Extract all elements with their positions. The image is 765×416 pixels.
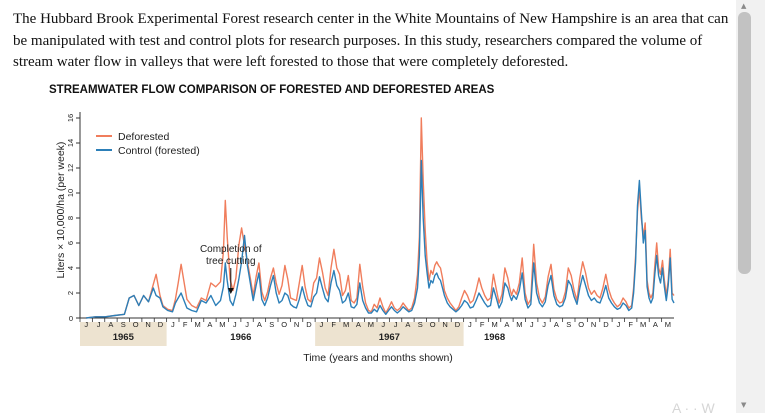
series-line-control <box>85 159 675 319</box>
month-tick-label: J <box>616 320 620 329</box>
month-tick-label: S <box>121 320 126 329</box>
year-label: 1965 <box>113 332 135 343</box>
month-tick-label: S <box>269 320 274 329</box>
chart-legend: Deforested Control (forested) <box>96 131 200 157</box>
month-tick-label: F <box>183 320 188 329</box>
year-band-1965 <box>80 322 167 346</box>
month-tick-label: O <box>430 320 436 329</box>
month-tick-label: J <box>84 320 88 329</box>
month-tick-label: D <box>158 320 164 329</box>
x-axis-label: Time (years and months shown) <box>303 352 453 364</box>
month-tick-label: N <box>145 320 150 329</box>
chart-title: STREAMWATER FLOW COMPARISON OF FORESTED … <box>49 84 495 96</box>
year-label: 1966 <box>230 332 251 343</box>
month-tick-label: F <box>628 320 633 329</box>
year-bands: 1965 1966 1967 1968 <box>80 322 505 346</box>
streamflow-chart: STREAMWATER FLOW COMPARISON OF FORESTED … <box>49 84 675 364</box>
month-tick-label: A <box>257 320 262 329</box>
watermark-text: A · · W <box>672 400 715 416</box>
intro-paragraph: The Hubbard Brook Experimental Forest re… <box>13 11 729 70</box>
month-tick-label: M <box>491 320 497 329</box>
series-line-deforested <box>85 117 675 319</box>
month-tick-label: J <box>319 320 323 329</box>
month-tick-label: O <box>281 320 287 329</box>
month-tick-label: A <box>356 320 361 329</box>
legend-label-control: Control (forested) <box>118 145 200 157</box>
month-tick-label: N <box>442 320 447 329</box>
month-tick-label: A <box>405 320 410 329</box>
month-tick-label: S <box>566 320 571 329</box>
month-tick-label: M <box>640 320 646 329</box>
month-tick-label: D <box>455 320 461 329</box>
month-tick-label: M <box>516 320 522 329</box>
vertical-scrollbar[interactable]: ▲ ▼ <box>736 0 765 413</box>
month-tick-label: S <box>418 320 423 329</box>
month-tick-label: N <box>294 320 299 329</box>
scroll-up-arrow-icon[interactable]: ▲ <box>741 2 747 10</box>
year-label: 1967 <box>379 332 400 343</box>
month-tick-label: J <box>394 320 398 329</box>
month-tick-label: A <box>108 320 113 329</box>
month-tick-label: A <box>554 320 559 329</box>
month-tick-label: M <box>219 320 225 329</box>
y-tick-label: 2 <box>66 291 75 295</box>
month-tick-label: A <box>207 320 212 329</box>
y-tick-label: 6 <box>66 241 75 245</box>
y-tick-label: 0 <box>69 314 73 323</box>
month-tick-label: O <box>578 320 584 329</box>
y-axis-label: Liters × 10,000/ha (per week) <box>55 142 67 279</box>
month-tick-label: M <box>368 320 374 329</box>
month-tick-label: J <box>97 320 101 329</box>
annotation-arrowhead <box>227 288 234 294</box>
month-tick-label: A <box>504 320 509 329</box>
y-tick-label: 14 <box>66 139 75 147</box>
annotation-line-1: Completion of <box>200 244 262 255</box>
month-tick-label: J <box>233 320 237 329</box>
tree-cutting-annotation: Completion of tree cutting <box>200 244 262 294</box>
y-tick-label: 10 <box>66 189 75 197</box>
month-tick-label: N <box>591 320 596 329</box>
month-tick-label: J <box>530 320 534 329</box>
content-area: The Hubbard Brook Experimental Forest re… <box>13 11 729 416</box>
month-tick-label: M <box>343 320 349 329</box>
month-tick-label: M <box>194 320 200 329</box>
month-tick-label: D <box>306 320 312 329</box>
month-tick-label: F <box>331 320 336 329</box>
scrollbar-thumb[interactable] <box>738 12 751 274</box>
year-label: 1968 <box>484 332 505 343</box>
month-tick-label: J <box>245 320 249 329</box>
y-tick-label: 16 <box>66 114 75 122</box>
year-band-1967 <box>315 322 464 346</box>
month-tick-label: J <box>468 320 472 329</box>
month-tick-label: J <box>171 320 175 329</box>
y-tick-label: 8 <box>66 216 75 220</box>
annotation-line-2: tree cutting <box>206 256 255 267</box>
scroll-down-arrow-icon[interactable]: ▼ <box>741 401 747 409</box>
chart-lines <box>85 117 675 319</box>
month-tick-label: A <box>653 320 658 329</box>
month-tick-label: D <box>603 320 609 329</box>
y-tick-label: 12 <box>66 164 75 172</box>
y-tick-label: 4 <box>66 266 75 270</box>
month-tick-label: F <box>480 320 485 329</box>
month-tick-label: O <box>133 320 139 329</box>
month-tick-label: M <box>665 320 671 329</box>
month-tick-label: J <box>542 320 546 329</box>
month-tick-label: J <box>381 320 385 329</box>
legend-label-deforested: Deforested <box>118 131 170 143</box>
